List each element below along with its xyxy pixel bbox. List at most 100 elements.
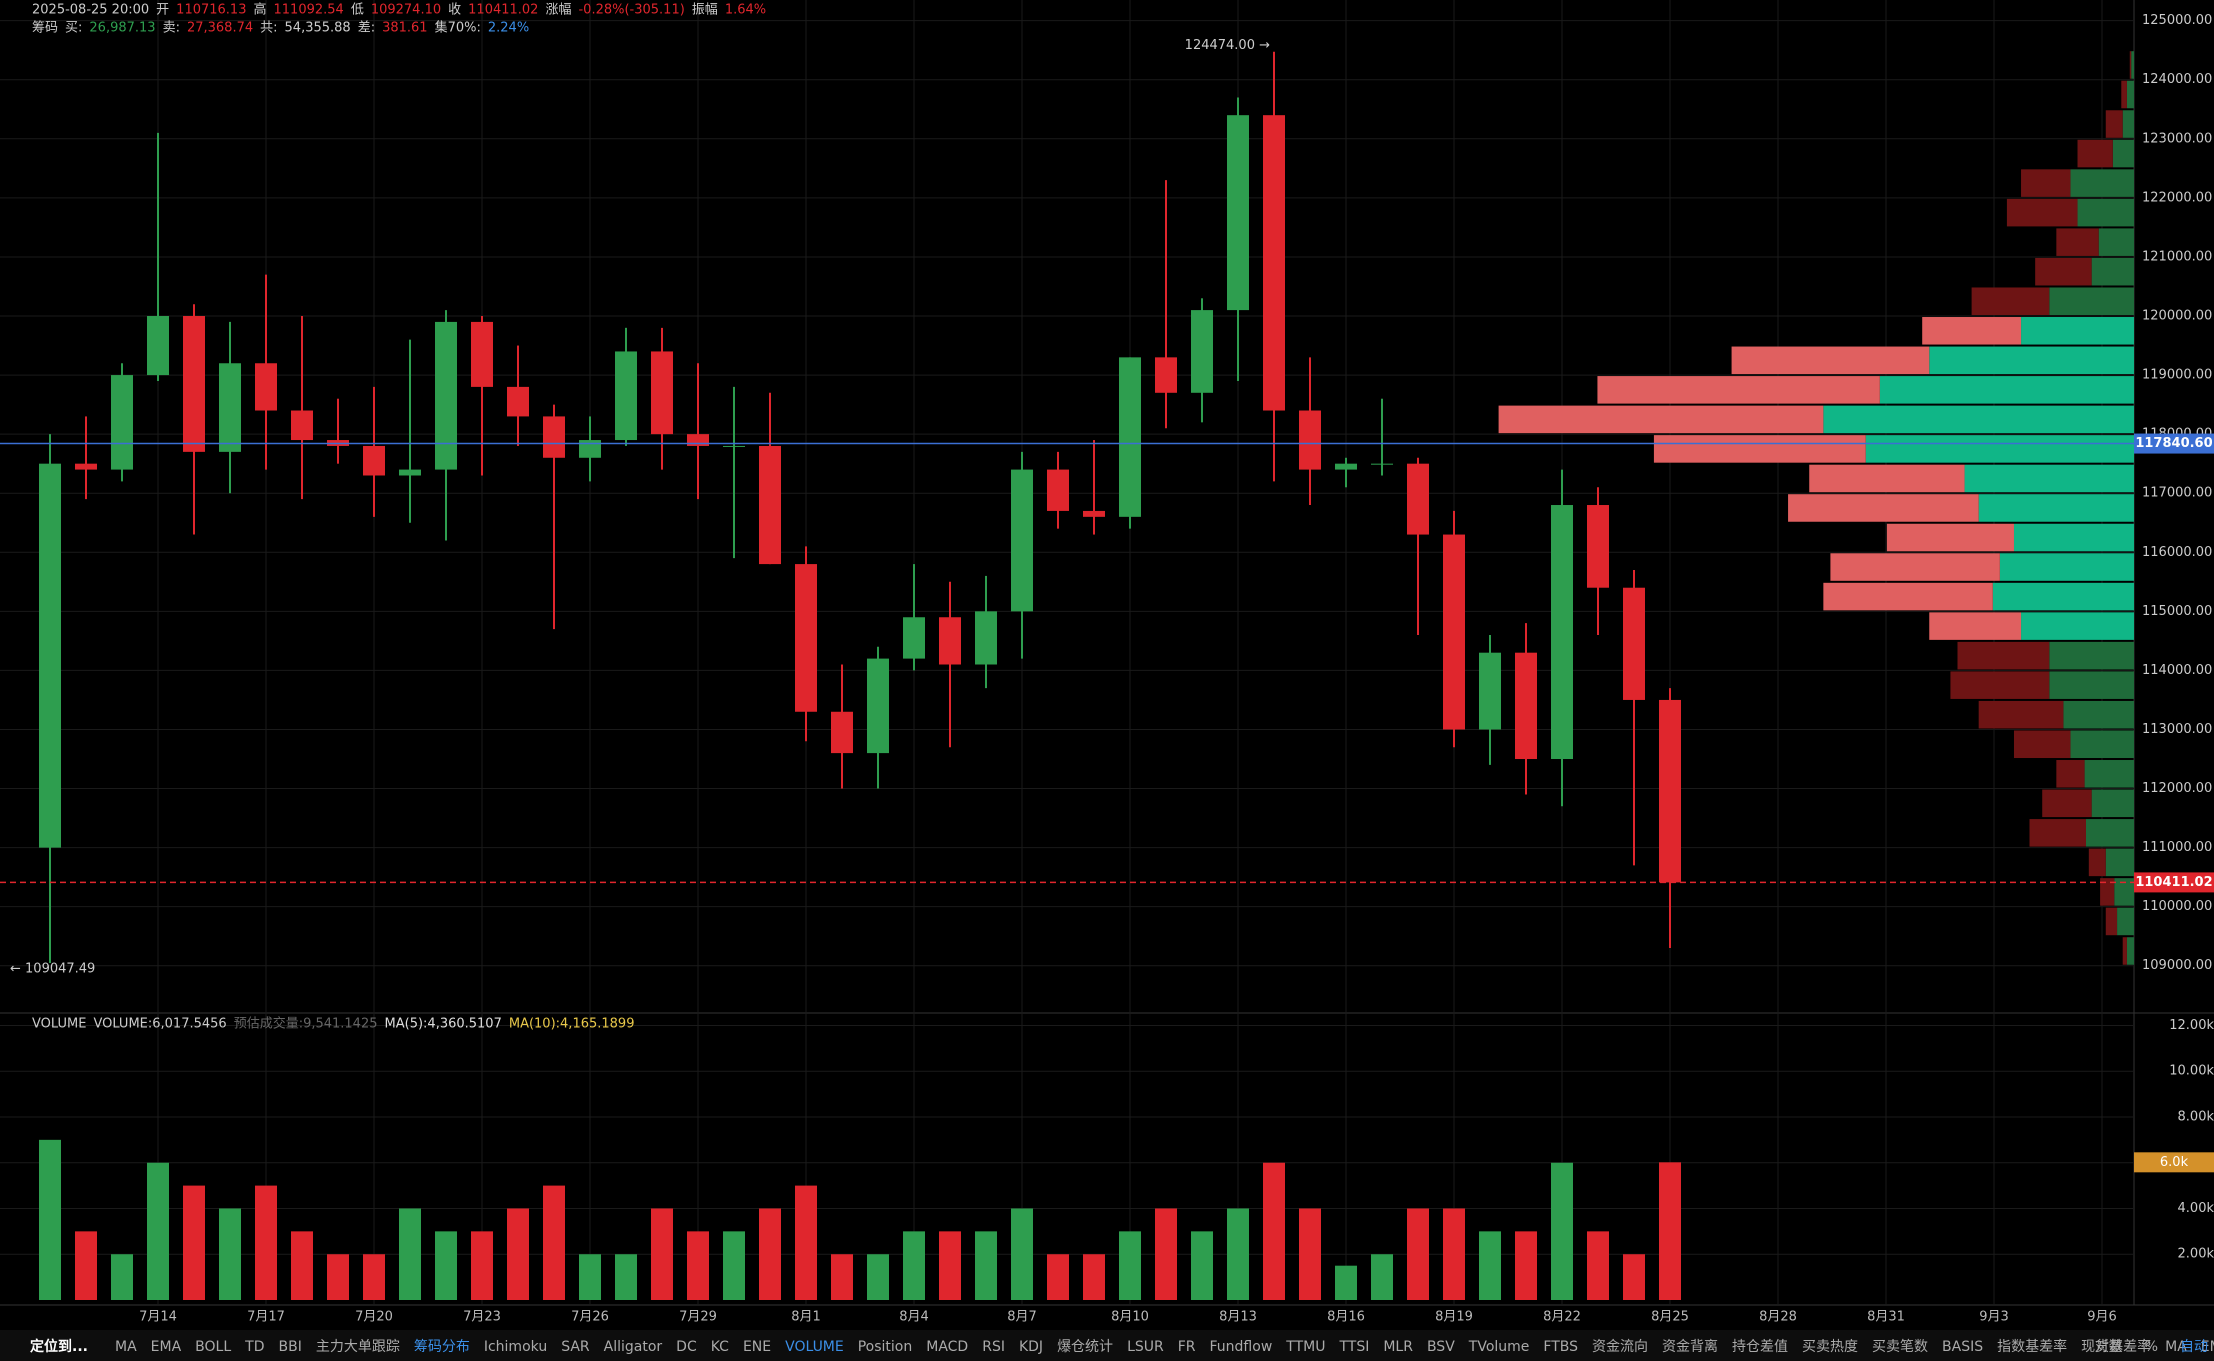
toolbar-item[interactable]: 筹码分布: [414, 1338, 470, 1355]
header-item: 开: [156, 3, 169, 18]
toolbar-right-item[interactable]: 自动: [2180, 1339, 2208, 1355]
toolbar-item[interactable]: 资金背离: [1662, 1338, 1718, 1355]
toolbar-item[interactable]: SAR: [561, 1339, 590, 1355]
toolbar-item[interactable]: 持仓差值: [1732, 1339, 1788, 1355]
toolbar-item[interactable]: Fundflow: [1210, 1339, 1273, 1355]
volume-bar: [1227, 1208, 1249, 1300]
toolbar-item[interactable]: VOLUME: [785, 1339, 844, 1355]
candle-body: [651, 351, 673, 435]
profile-buy: [1879, 376, 2134, 404]
toolbar-item[interactable]: 买卖笔数: [1872, 1339, 1928, 1355]
x-tick-label: 8月13: [1219, 1310, 1257, 1325]
toolbar-item[interactable]: BASIS: [1942, 1339, 1983, 1355]
candle-body: [615, 351, 637, 441]
volume-bar: [1623, 1254, 1645, 1300]
toolbar-item[interactable]: FTBS: [1543, 1339, 1578, 1355]
toolbar-item[interactable]: EMA: [2201, 1339, 2214, 1355]
subheader-item: 买:: [65, 21, 82, 36]
y-tick-label: 112000.00: [2142, 781, 2212, 796]
profile-buy: [2091, 789, 2134, 818]
profile-buy: [1929, 346, 2134, 375]
toolbar-item[interactable]: TTMU: [1285, 1339, 1325, 1355]
candle-body: [903, 617, 925, 659]
profile-buy: [2013, 523, 2134, 552]
profile-buy: [2131, 51, 2134, 79]
toolbar-item[interactable]: KC: [711, 1339, 729, 1355]
subheader-item: 差:: [358, 21, 375, 36]
toolbar-item[interactable]: 资金流向: [1592, 1339, 1648, 1355]
volume-bar: [1407, 1208, 1429, 1300]
price-tag: [2134, 872, 2214, 893]
volume-legend: MA(10):4,165.1899: [509, 1017, 635, 1032]
profile-buy: [2077, 198, 2134, 227]
x-tick-label: 8月28: [1759, 1310, 1797, 1325]
header-item: 110411.02: [468, 3, 538, 18]
x-tick-label: 7月17: [247, 1310, 285, 1325]
profile-sell: [2035, 257, 2092, 286]
toolbar-item[interactable]: FR: [1178, 1339, 1196, 1355]
volume-bar: [795, 1185, 817, 1300]
toolbar-item[interactable]: KDJ: [1019, 1339, 1043, 1355]
volume-bar: [1515, 1231, 1537, 1300]
candle-body: [111, 375, 133, 470]
candle-body: [1407, 463, 1429, 535]
volume-bar: [1155, 1208, 1177, 1300]
toolbar-item[interactable]: Position: [858, 1339, 913, 1355]
profile-sell: [1950, 671, 2050, 699]
profile-sell: [2121, 80, 2127, 109]
profile-buy: [2126, 80, 2134, 109]
candle-body: [147, 316, 169, 376]
y-tick-label: 116000.00: [2142, 545, 2212, 560]
toolbar-item[interactable]: MA: [2165, 1339, 2187, 1355]
toolbar-item[interactable]: DC: [676, 1339, 697, 1355]
toolbar-item[interactable]: 主力大单跟踪: [316, 1339, 400, 1355]
toolbar-item[interactable]: EMA: [151, 1339, 182, 1355]
candle-body: [1443, 534, 1465, 730]
locate-button[interactable]: 定位到...: [30, 1338, 88, 1355]
toolbar-right-item[interactable]: 对数: [2095, 1339, 2123, 1355]
y-tick-label: 111000.00: [2142, 840, 2212, 855]
toolbar-item[interactable]: 爆仓统计: [1057, 1339, 1113, 1355]
profile-buy: [2122, 110, 2134, 138]
profile-sell: [1809, 464, 1965, 493]
volume-bar: [147, 1162, 169, 1300]
toolbar-item[interactable]: BSV: [1427, 1339, 1455, 1355]
profile-sell: [1922, 317, 2022, 345]
price-annotation: ← 109047.49: [10, 961, 95, 976]
profile-buy: [2085, 819, 2134, 847]
x-tick-label: 8月7: [1007, 1310, 1037, 1325]
profile-sell: [2006, 198, 2078, 227]
profile-buy: [2114, 878, 2134, 906]
toolbar-item[interactable]: MACD: [926, 1339, 968, 1355]
toolbar-item[interactable]: 买卖热度: [1802, 1339, 1858, 1355]
price-tag-label: 110411.02: [2135, 875, 2212, 890]
volume-bar: [1659, 1162, 1681, 1300]
profile-sell: [2122, 937, 2127, 965]
y-tick-label: 2.00k: [2178, 1247, 2214, 1262]
profile-buy: [2049, 641, 2134, 670]
toolbar-item[interactable]: TTSI: [1338, 1339, 1369, 1355]
profile-buy: [2117, 907, 2134, 936]
toolbar-item[interactable]: LSUR: [1127, 1339, 1164, 1355]
toolbar-item[interactable]: BOLL: [195, 1339, 231, 1355]
toolbar-item[interactable]: 指数基差率: [1997, 1338, 2067, 1355]
toolbar-item[interactable]: BBI: [279, 1339, 302, 1355]
toolbar-right-item[interactable]: %: [2145, 1339, 2158, 1355]
toolbar-item[interactable]: MA: [115, 1339, 137, 1355]
toolbar-item[interactable]: RSI: [982, 1339, 1005, 1355]
toolbar-item[interactable]: TD: [244, 1339, 264, 1355]
profile-sell: [2088, 848, 2106, 877]
profile-buy: [2084, 760, 2134, 788]
candle-body: [507, 386, 529, 417]
profile-sell: [2105, 907, 2118, 936]
toolbar-item[interactable]: Ichimoku: [484, 1339, 547, 1355]
profile-sell: [1929, 612, 2022, 640]
volume-bar: [507, 1208, 529, 1300]
candle-body: [975, 611, 997, 665]
toolbar-item[interactable]: TVolume: [1468, 1339, 1530, 1355]
toolbar-item[interactable]: MLR: [1383, 1339, 1413, 1355]
candle-body: [399, 469, 421, 476]
toolbar-item[interactable]: 现货基差率: [2081, 1338, 2151, 1355]
toolbar-item[interactable]: Alligator: [604, 1339, 663, 1355]
toolbar-item[interactable]: ENE: [743, 1339, 771, 1355]
